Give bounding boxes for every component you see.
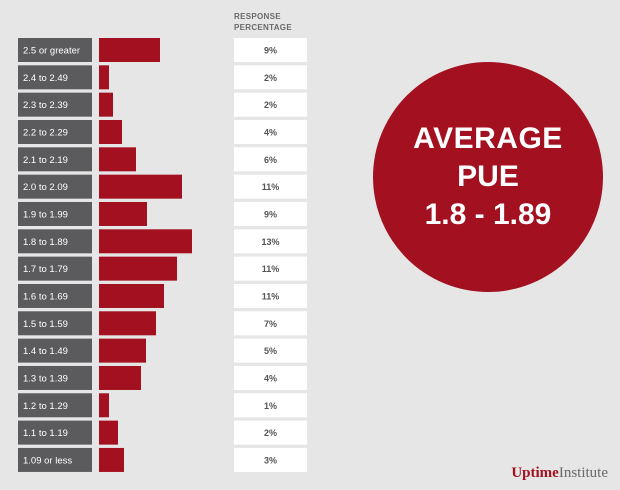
bar: [99, 420, 118, 445]
logo-part-2: Institute: [558, 465, 608, 481]
category-box: [18, 92, 92, 117]
callout-line-1: AVERAGE: [413, 122, 563, 155]
bar: [99, 338, 146, 363]
value-label: 9%: [264, 46, 277, 56]
value-label: 4%: [264, 127, 277, 137]
value-label: 5%: [264, 346, 277, 356]
category-label: 1.09 or less: [23, 455, 72, 466]
category-label: 2.1 to 2.19: [23, 155, 68, 166]
bar: [99, 365, 141, 390]
uptime-institute-logo: UptimeInstitute: [511, 465, 608, 482]
category-label: 2.5 or greater: [23, 46, 80, 57]
value-box: [234, 147, 307, 172]
value-label: 4%: [264, 373, 277, 383]
value-box: [234, 229, 307, 254]
bar: [99, 256, 177, 281]
value-label: 1%: [264, 401, 277, 411]
category-box: [18, 65, 92, 90]
bar: [99, 229, 192, 254]
category-box: [18, 256, 92, 281]
category-label: 2.2 to 2.29: [23, 127, 68, 138]
category-label: 2.0 to 2.09: [23, 182, 68, 193]
bar: [99, 38, 160, 62]
value-box: [234, 338, 307, 363]
category-label: 2.3 to 2.39: [23, 100, 68, 111]
value-label: 6%: [264, 155, 277, 165]
bar: [99, 283, 164, 308]
bar: [99, 201, 147, 226]
category-box: [18, 119, 92, 144]
category-label: 1.2 to 1.29: [23, 401, 68, 412]
value-label: 2%: [264, 73, 277, 83]
category-box: [18, 365, 92, 390]
value-label: 13%: [261, 237, 279, 247]
value-box: [234, 420, 307, 445]
category-box: [18, 201, 92, 226]
value-box: [234, 393, 307, 418]
category-box: [18, 420, 92, 445]
value-label: 3%: [264, 455, 277, 465]
category-label: 1.5 to 1.59: [23, 319, 68, 330]
bar: [99, 65, 109, 90]
value-box: [234, 65, 307, 90]
value-box: [234, 283, 307, 308]
bar: [99, 92, 113, 117]
value-box: [234, 38, 307, 62]
value-label: 11%: [262, 291, 280, 301]
callout-line-2: PUE: [457, 160, 519, 193]
bar: [99, 311, 156, 336]
value-box: [234, 256, 307, 281]
bar: [99, 174, 182, 199]
category-box: [18, 447, 92, 472]
category-box: [18, 147, 92, 172]
value-box: [234, 201, 307, 226]
value-box: [234, 365, 307, 390]
category-label: 1.7 to 1.79: [23, 264, 68, 275]
category-box: [18, 283, 92, 308]
value-box: [234, 311, 307, 336]
category-box: [18, 311, 92, 336]
bar: [99, 393, 109, 418]
category-box: [18, 38, 92, 62]
category-box: [18, 393, 92, 418]
bar: [99, 119, 122, 144]
value-label: 11%: [262, 264, 280, 274]
value-label: 9%: [264, 209, 277, 219]
bar: [99, 447, 124, 472]
value-label: 11%: [262, 182, 280, 192]
value-box: [234, 174, 307, 199]
category-label: 1.9 to 1.99: [23, 209, 68, 220]
logo-part-1: Uptime: [511, 465, 559, 481]
category-label: 2.4 to 2.49: [23, 73, 68, 84]
column-header: RESPONSE PERCENTAGE: [234, 12, 292, 32]
category-box: [18, 174, 92, 199]
value-label: 2%: [264, 100, 277, 110]
category-label: 1.8 to 1.89: [23, 237, 68, 248]
category-label: 1.4 to 1.49: [23, 346, 68, 357]
bar: [99, 147, 136, 172]
value-box: [234, 92, 307, 117]
category-box: [18, 229, 92, 254]
category-box: [18, 338, 92, 363]
value-label: 7%: [264, 319, 277, 329]
category-label: 1.1 to 1.19: [23, 428, 68, 439]
average-pue-callout: AVERAGE PUE 1.8 - 1.89: [373, 62, 603, 292]
value-box: [234, 447, 307, 472]
category-label: 1.6 to 1.69: [23, 291, 68, 302]
value-box: [234, 119, 307, 144]
callout-line-3: 1.8 - 1.89: [424, 198, 552, 231]
category-label: 1.3 to 1.39: [23, 373, 68, 384]
value-label: 2%: [264, 428, 277, 438]
